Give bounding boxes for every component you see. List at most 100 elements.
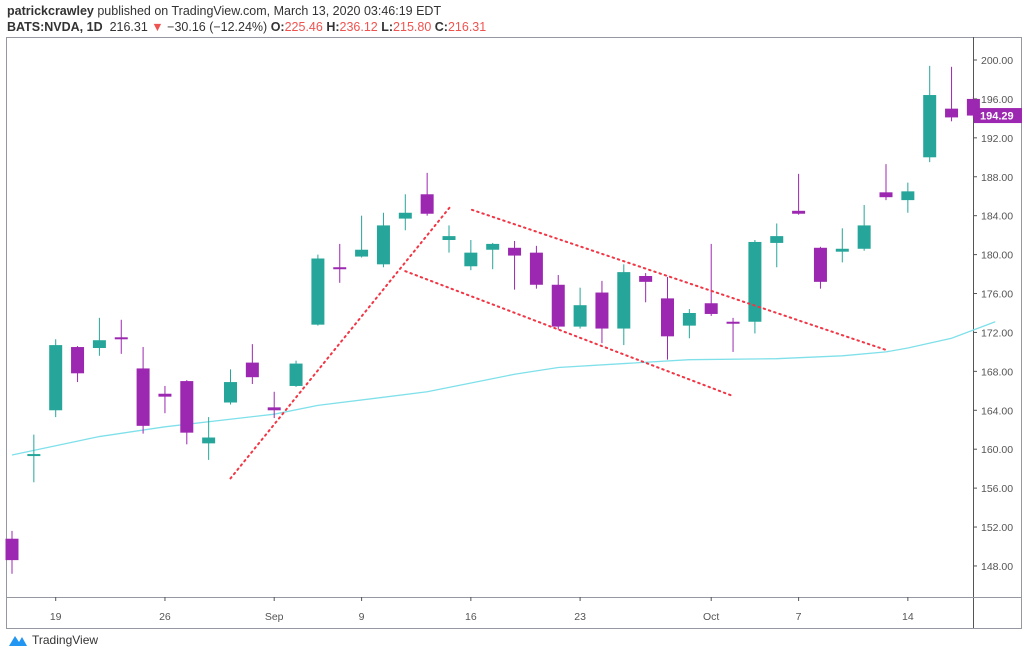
candle-body: [158, 393, 172, 397]
candle-body: [333, 267, 347, 270]
price-tick-label: 172.00: [981, 327, 1013, 339]
trendlines-layer: [229, 205, 887, 480]
close-label: C:: [434, 20, 448, 34]
close-value: 216.31: [447, 20, 487, 34]
moving-average-line: [11, 321, 996, 456]
price-tick-label: 200.00: [981, 55, 1013, 67]
time-tick-label: 7: [796, 611, 802, 623]
price-tick-label: 148.00: [981, 561, 1013, 573]
time-tick-label: Oct: [703, 611, 719, 623]
brand-name[interactable]: TradingView: [32, 633, 99, 647]
candle-body: [398, 212, 412, 219]
time-axis[interactable]: 19 26 Sep 9 16 23 Oct 7 14: [50, 597, 914, 623]
time-tick-label: Sep: [265, 611, 284, 623]
candle-body: [376, 225, 390, 265]
candle-body: [661, 298, 674, 337]
candle-body: [49, 345, 63, 411]
candle-body: [617, 272, 631, 329]
trendline: [404, 270, 733, 397]
candle-body: [464, 252, 478, 267]
price-axis[interactable]: 148.00 152.00 156.00 160.00 164.00 168.00 172.…: [973, 55, 1013, 573]
candle-body: [442, 236, 456, 241]
trendline: [470, 208, 887, 351]
candle-body: [857, 225, 871, 249]
footer: TradingView: [8, 633, 98, 647]
time-tick-label: 16: [465, 611, 477, 623]
price-tick-label: 180.00: [981, 250, 1013, 262]
tradingview-logo-icon: [9, 636, 27, 646]
candle-body: [945, 108, 959, 118]
candle-body: [901, 191, 915, 201]
candle-body: [180, 381, 194, 433]
time-tick-label: 19: [50, 611, 62, 623]
price-tick-label: 196.00: [981, 94, 1013, 106]
candle-body: [92, 340, 106, 349]
candle-body: [879, 192, 893, 198]
time-tick-label: 26: [159, 611, 171, 623]
chart-header: patrickcrawley published on TradingView.…: [7, 3, 486, 35]
last-price-tag: 194.29: [974, 108, 1022, 124]
candle-body: [136, 368, 150, 426]
high-value: 236.12: [339, 20, 378, 34]
candle-body: [420, 194, 434, 214]
chart-frame: [6, 37, 1022, 629]
candle-body: [245, 362, 259, 378]
candle-body: [792, 210, 806, 214]
time-tick-label: 14: [902, 611, 914, 623]
price-tick-label: 184.00: [981, 211, 1013, 223]
last-price-tag-text: 194.29: [980, 111, 1014, 123]
last-price: 216.31: [109, 20, 148, 34]
price-tick-label: 156.00: [981, 483, 1013, 495]
time-tick-label: 23: [574, 611, 586, 623]
low-label: L:: [381, 20, 394, 34]
candle-body: [682, 312, 696, 326]
candle-body: [573, 305, 587, 327]
candle-body: [267, 407, 281, 411]
price-tick-label: 160.00: [981, 444, 1013, 456]
price-tick-label: 192.00: [981, 133, 1013, 145]
candle-body: [5, 538, 19, 561]
high-label: H:: [326, 20, 340, 34]
candle-body: [923, 95, 937, 158]
candle-body: [71, 347, 85, 374]
candle-body: [835, 248, 849, 252]
candle-body: [289, 363, 303, 386]
price-tick-label: 188.00: [981, 172, 1013, 184]
price-tick-label: 164.00: [981, 405, 1013, 417]
published-text: published on TradingView.com, March 13, …: [97, 4, 442, 18]
open-value: 225.46: [284, 20, 323, 34]
time-tick-label: 9: [359, 611, 365, 623]
candle-body: [639, 276, 653, 282]
low-value: 215.80: [393, 20, 432, 34]
candle-body: [202, 437, 216, 444]
open-label: O:: [270, 20, 285, 34]
candle-body: [595, 292, 609, 329]
price-tick-label: 168.00: [981, 366, 1013, 378]
symbol: BATS:NVDA, 1D: [7, 20, 103, 34]
candles-layer: [5, 65, 980, 574]
down-arrow-icon: ▼: [151, 20, 164, 34]
publish-line: patrickcrawley published on TradingView.…: [7, 3, 486, 19]
candle-body: [813, 247, 827, 282]
last-price-tag-bg: [974, 108, 1022, 124]
candle-body: [726, 321, 740, 324]
candle-body: [27, 454, 41, 457]
candle-body: [224, 382, 237, 403]
candlestick-chart[interactable]: 148.00 152.00 156.00 160.00 164.00 168.00 172.…: [0, 0, 1024, 630]
author[interactable]: patrickcrawley: [7, 4, 94, 18]
candle-body: [770, 236, 784, 243]
moving-average-layer: [11, 321, 996, 456]
candle-body: [114, 337, 128, 340]
candle-body: [486, 243, 500, 250]
price-tick-label: 152.00: [981, 522, 1013, 534]
candle-body: [508, 247, 522, 256]
candle-body: [311, 258, 325, 325]
legend-line: BATS:NVDA, 1D 216.31 ▼ −30.16 (−12.24%) …: [7, 19, 486, 35]
candle-body: [529, 252, 543, 285]
trendline: [229, 205, 452, 480]
candle-body: [704, 303, 718, 314]
candle-body: [748, 241, 762, 322]
price-tick-label: 176.00: [981, 289, 1013, 301]
candle-body: [355, 249, 369, 257]
candle-body: [551, 284, 565, 327]
